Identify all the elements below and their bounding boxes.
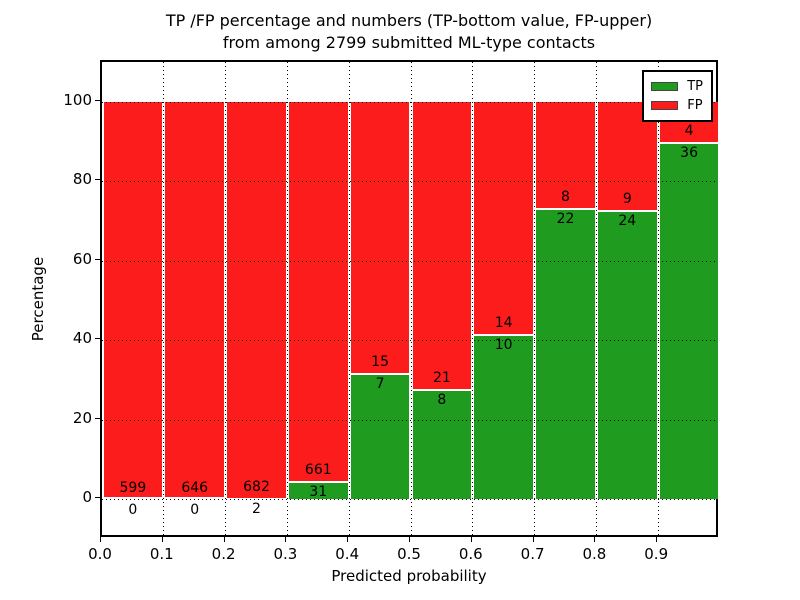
x-tick-mark — [100, 537, 101, 542]
x-tick-mark — [347, 537, 349, 542]
legend-label: TP — [687, 79, 703, 94]
bar-segment-tp — [536, 207, 595, 499]
x-tick-label: 0.6 — [458, 545, 483, 563]
plot-area: TP FP 599 0 646 0 682 2 661 31 15 7 21 8 14 10 8 22 9 24 4 3… — [100, 60, 719, 537]
bar-segment-fp — [103, 102, 163, 499]
bar-segment-fp — [227, 102, 286, 500]
bar-segment-tp — [412, 389, 472, 499]
legend: TP FP — [642, 70, 713, 122]
x-tick-label: 0.8 — [582, 545, 607, 563]
fp-count-label: 21 — [432, 370, 451, 387]
y-tick-mark — [95, 100, 100, 101]
x-tick-label: 0.2 — [211, 545, 236, 563]
horizontal-gridline — [102, 181, 716, 183]
tp-count-label: 10 — [494, 336, 513, 353]
tp-count-label: 36 — [680, 144, 699, 161]
x-tick-label: 0.7 — [520, 545, 545, 563]
y-tick-label: 60 — [72, 249, 92, 268]
bar-segment-fp — [350, 102, 410, 375]
x-tick-label: 0.5 — [397, 545, 421, 563]
x-tick-label: 0.0 — [88, 545, 112, 563]
tp-count-label: 22 — [556, 210, 575, 227]
fp-count-label: 682 — [243, 478, 270, 495]
horizontal-gridline — [102, 419, 716, 421]
legend-entry: TP — [651, 77, 703, 96]
vertical-gridline — [595, 62, 597, 535]
x-tick-mark — [470, 537, 472, 542]
fp-count-label: 14 — [494, 314, 513, 331]
vertical-gridline — [286, 62, 288, 535]
y-tick-label: 0 — [82, 488, 92, 506]
horizontal-gridline — [102, 102, 716, 103]
x-tick-label: 0.1 — [149, 545, 174, 563]
x-tick-mark — [161, 537, 163, 542]
fp-count-label: 661 — [304, 462, 332, 479]
horizontal-gridline — [102, 260, 716, 262]
vertical-gridline — [225, 62, 227, 535]
y-axis-label: Percentage — [29, 256, 47, 342]
bar-segment-tp — [350, 372, 410, 499]
y-tick-label: 100 — [63, 91, 92, 109]
vertical-gridline — [410, 62, 412, 535]
y-tick-label: 80 — [72, 170, 92, 189]
chart-title-line2: from among 2799 submitted ML-type contac… — [222, 33, 596, 52]
x-tick-mark — [223, 537, 225, 542]
vertical-gridline — [657, 62, 659, 535]
vertical-gridline — [472, 62, 474, 535]
y-tick-label: 40 — [72, 329, 92, 348]
legend-entry: FP — [651, 96, 703, 115]
tp-count-label: 0 — [190, 502, 200, 518]
x-tick-mark — [532, 537, 534, 542]
vertical-gridline — [348, 62, 350, 535]
y-tick-label: 20 — [72, 408, 92, 427]
x-tick-mark — [656, 537, 658, 542]
x-tick-mark — [409, 537, 410, 542]
tp-count-label: 24 — [618, 213, 637, 230]
tp-legend-swatch — [651, 82, 679, 91]
x-tick-label: 0.3 — [273, 545, 298, 563]
bar-segment-tp — [288, 481, 348, 499]
x-tick-mark — [594, 537, 596, 542]
fp-count-label: 599 — [119, 480, 147, 496]
fp-count-label: 9 — [622, 191, 632, 208]
y-tick-mark — [95, 179, 100, 181]
fp-count-label: 15 — [371, 353, 390, 370]
bar-segment-fp — [474, 102, 534, 336]
tp-count-label: 0 — [128, 502, 138, 518]
horizontal-gridline — [102, 340, 716, 342]
fp-legend-swatch — [651, 101, 679, 110]
fp-count-label: 4 — [684, 122, 694, 139]
y-tick-mark — [95, 338, 100, 340]
x-tick-label: 0.4 — [335, 545, 360, 563]
tp-count-label: 7 — [375, 375, 385, 392]
bar-segment-tp — [474, 333, 534, 499]
legend-label: FP — [687, 98, 703, 113]
horizontal-gridline — [102, 499, 716, 500]
fp-count-label: 8 — [561, 188, 570, 205]
x-tick-label: 0.9 — [644, 545, 669, 563]
tp-count-label: 31 — [309, 484, 328, 501]
x-tick-mark — [285, 537, 287, 542]
bar-segment-tp — [597, 210, 657, 499]
bar-segment-fp — [288, 102, 348, 484]
x-axis-label: Predicted probability — [331, 567, 487, 585]
chart-title: TP /FP percentage and numbers (TP-bottom… — [100, 10, 718, 54]
y-tick-mark — [95, 258, 100, 260]
bar-segment-fp — [412, 102, 472, 392]
bar-segment-fp — [536, 102, 595, 210]
bar-segment-fp — [165, 102, 225, 499]
chart-title-line1: TP /FP percentage and numbers (TP-bottom… — [165, 11, 653, 30]
bar-segment-tp — [659, 141, 719, 499]
fp-count-label: 646 — [181, 480, 209, 496]
y-tick-mark — [95, 497, 100, 498]
vertical-gridline — [163, 62, 165, 535]
tp-count-label: 8 — [437, 392, 447, 409]
tp-count-label: 2 — [252, 500, 261, 517]
vertical-gridline — [534, 62, 536, 535]
y-tick-mark — [95, 417, 100, 419]
